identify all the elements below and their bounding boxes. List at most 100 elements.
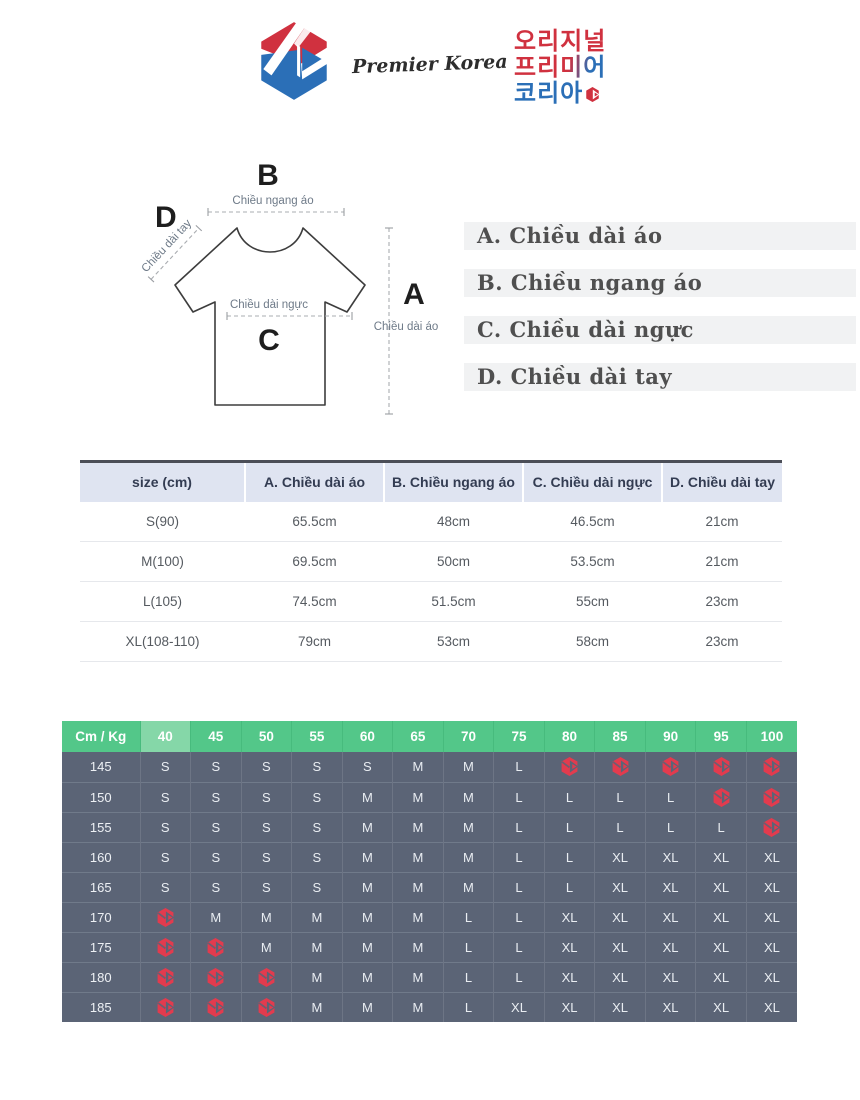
matrix-unavailable-cell <box>695 781 747 812</box>
matrix-size-cell: S <box>190 752 242 782</box>
matrix-size-cell: M <box>442 752 494 782</box>
matrix-size-cell: XL <box>745 841 797 872</box>
size-label-cell: M(100) <box>80 541 245 582</box>
matrix-weight-header: 45 <box>190 721 242 752</box>
matrix-size-cell: S <box>139 752 191 782</box>
size-label-cell: S(90) <box>80 501 245 542</box>
matrix-size-cell: M <box>392 841 444 872</box>
matrix-size-cell: L <box>594 811 646 842</box>
matrix-size-cell: M <box>341 901 393 932</box>
size-label-cell: L(105) <box>80 581 245 622</box>
diagram-caption-a: Chiều dài áo <box>374 321 439 333</box>
red-hexagon-play-icon <box>207 967 225 987</box>
matrix-size-cell: XL <box>695 961 747 992</box>
matrix-size-cell: M <box>392 752 444 782</box>
matrix-size-cell: XL <box>644 841 696 872</box>
matrix-size-cell: M <box>341 811 393 842</box>
matrix-size-cell: L <box>493 781 545 812</box>
red-hexagon-play-icon <box>561 757 579 777</box>
korean-logo-line-3: 코리아 <box>514 79 584 107</box>
red-hexagon-play-icon <box>207 997 225 1017</box>
diagram-caption-b: Chiều ngang áo <box>232 195 313 207</box>
matrix-size-cell: S <box>240 871 292 902</box>
matrix-unavailable-cell <box>240 991 292 1022</box>
matrix-size-cell: L <box>594 781 646 812</box>
matrix-unavailable-cell <box>190 991 242 1022</box>
size-value-cell: 21cm <box>662 501 782 542</box>
matrix-size-cell: M <box>442 841 494 872</box>
size-value-cell: 58cm <box>523 621 662 662</box>
matrix-size-cell: M <box>392 961 444 992</box>
matrix-row: 145 S S S S S M M L <box>62 752 797 782</box>
red-hexagon-play-icon <box>712 787 730 807</box>
size-value-cell: 69.5cm <box>245 541 384 582</box>
matrix-size-cell: M <box>341 871 393 902</box>
size-table-row: L(105) 74.5cm 51.5cm 55cm 23cm <box>80 581 782 622</box>
size-value-cell: 65.5cm <box>245 501 384 542</box>
matrix-row: 150 S S S S M M M L L L L <box>62 781 797 812</box>
size-value-cell: 48cm <box>384 501 523 542</box>
matrix-size-cell: S <box>190 841 242 872</box>
red-hexagon-play-icon <box>258 997 276 1017</box>
matrix-size-cell: S <box>139 811 191 842</box>
matrix-size-cell: S <box>190 781 242 812</box>
matrix-size-cell: M <box>392 931 444 962</box>
matrix-size-cell: XL <box>695 841 747 872</box>
matrix-size-cell: XL <box>543 931 595 962</box>
matrix-size-cell: M <box>392 811 444 842</box>
matrix-size-cell: L <box>493 811 545 842</box>
korean-logo-hexagon-icon <box>586 87 600 102</box>
matrix-size-cell: M <box>341 961 393 992</box>
matrix-size-cell: XL <box>594 841 646 872</box>
size-table-header-row: size (cm) A. Chiều dài áo B. Chiều ngang á… <box>80 461 782 502</box>
matrix-weight-header: 40 <box>139 721 191 752</box>
matrix-size-cell: M <box>392 781 444 812</box>
matrix-weight-header: 80 <box>543 721 595 752</box>
diagram-label-c: C <box>258 324 280 357</box>
matrix-size-cell: L <box>442 901 494 932</box>
hexagon-play-brand-logo-icon <box>261 20 327 100</box>
matrix-weight-header: 60 <box>341 721 393 752</box>
brand-header: Premier Korea 오리지널 프리미어 코리아 <box>0 12 860 108</box>
matrix-size-cell: M <box>442 781 494 812</box>
matrix-size-cell: XL <box>543 901 595 932</box>
size-table: size (cm) A. Chiều dài áo B. Chiều ngang á… <box>80 460 782 662</box>
size-value-cell: 51.5cm <box>384 581 523 622</box>
matrix-size-cell: XL <box>594 871 646 902</box>
matrix-size-cell: XL <box>745 871 797 902</box>
matrix-size-cell: S <box>240 841 292 872</box>
size-value-cell: 53cm <box>384 621 523 662</box>
matrix-size-cell: XL <box>493 991 545 1022</box>
matrix-size-cell: XL <box>644 871 696 902</box>
matrix-size-cell: XL <box>695 871 747 902</box>
red-hexagon-play-icon <box>662 757 680 777</box>
matrix-unavailable-cell <box>240 961 292 992</box>
matrix-height-cell: 155 <box>62 811 140 842</box>
matrix-corner-label: Cm / Kg <box>62 721 140 752</box>
tshirt-measurement-diagram: B Chiều ngang áo D Chiều dài tay Chiều d… <box>140 159 439 415</box>
size-matrix: Cm / Kg 40 45 50 55 60 65 70 75 80 85 90 95 100 145 S S… <box>62 721 797 1022</box>
matrix-size-cell: M <box>392 991 444 1022</box>
matrix-size-cell: M <box>341 931 393 962</box>
matrix-size-cell: XL <box>745 931 797 962</box>
matrix-size-cell: L <box>695 811 747 842</box>
matrix-row: 180 M M M L L XL XL XL XL XL <box>62 961 797 992</box>
diagram-label-d: D <box>155 201 177 234</box>
matrix-height-cell: 185 <box>62 991 140 1022</box>
matrix-size-cell: XL <box>695 931 747 962</box>
matrix-weight-header: 85 <box>594 721 646 752</box>
size-table-header: size (cm) <box>80 461 245 502</box>
red-hexagon-play-icon <box>763 817 781 837</box>
legend-item: A. Chiều dài áo <box>464 222 856 250</box>
matrix-unavailable-cell <box>190 931 242 962</box>
legend-item: C. Chiều dài ngực <box>464 316 856 344</box>
size-value-cell: 53.5cm <box>523 541 662 582</box>
matrix-size-cell: M <box>341 991 393 1022</box>
matrix-size-cell: XL <box>594 991 646 1022</box>
matrix-size-cell: M <box>392 901 444 932</box>
matrix-size-cell: S <box>190 811 242 842</box>
matrix-unavailable-cell <box>139 901 191 932</box>
matrix-size-cell: L <box>543 811 595 842</box>
matrix-size-cell: L <box>543 871 595 902</box>
matrix-size-cell: M <box>291 901 343 932</box>
